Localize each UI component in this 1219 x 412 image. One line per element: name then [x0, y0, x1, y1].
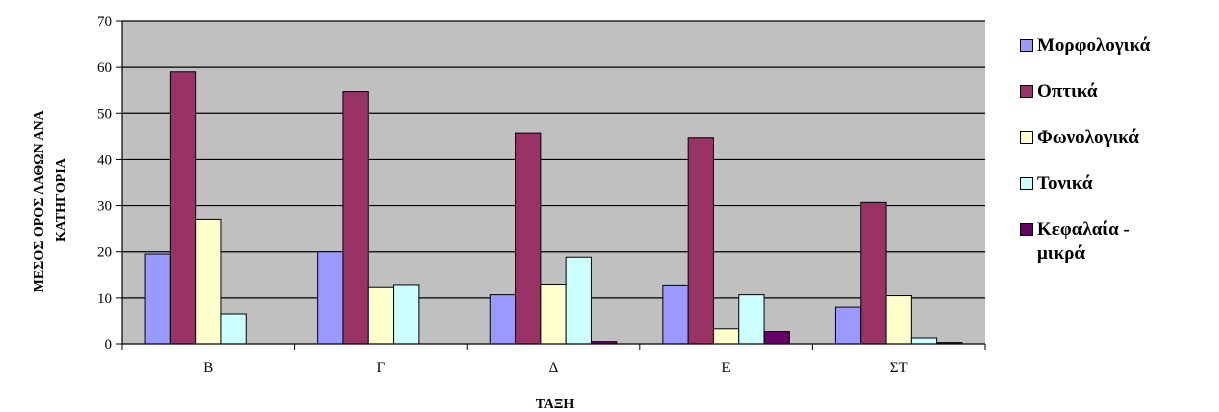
bar — [342, 91, 369, 345]
legend-label: Τονικά — [1037, 173, 1093, 194]
y-axis-title-line-1: ΜΕΣΟΣ ΟΡΟΣ ΛΑΘΩΝ ΑΝΑ — [32, 109, 47, 292]
legend-swatch — [1020, 223, 1033, 236]
bar — [910, 337, 938, 345]
y-tick-label: 10 — [97, 291, 112, 307]
y-axis-title-line-2: ΚΑΤΗΓΟΡΙΑ — [54, 157, 69, 242]
y-tick-label: 50 — [97, 106, 112, 122]
bar — [662, 284, 689, 345]
legend-item: Οπτικά — [1020, 80, 1215, 104]
legend: Μορφολογικά Οπτικά Φωνολογικά Τονικά Κεφαλαί… — [1020, 34, 1215, 266]
legend-item: Τονικά — [1020, 172, 1215, 196]
legend-swatch — [1020, 131, 1033, 144]
axes — [121, 21, 985, 345]
legend-label: Οπτικά — [1037, 81, 1098, 102]
legend-label: Μορφολογικά — [1037, 35, 1151, 56]
legend-item: Φωνολογικά — [1020, 126, 1215, 150]
bar — [317, 251, 344, 345]
bar — [540, 283, 567, 345]
legend-item: Κεφαλαία - μικρά — [1020, 218, 1215, 266]
x-axis-title: ΤΑΞΗ — [536, 397, 575, 412]
gridlines — [122, 20, 985, 299]
bar — [885, 295, 912, 345]
bar — [144, 253, 171, 345]
x-tick-label: Δ — [549, 360, 559, 376]
bar — [367, 286, 395, 345]
legend-swatch — [1020, 85, 1033, 98]
bar — [860, 201, 887, 345]
bar — [834, 306, 862, 345]
legend-swatch — [1020, 39, 1033, 52]
bar — [687, 137, 714, 345]
y-tick-label: 70 — [97, 14, 112, 30]
x-tick-label: Ε — [722, 360, 731, 376]
y-tick-label: 40 — [97, 152, 112, 168]
bar — [489, 294, 517, 345]
bar — [393, 284, 420, 345]
legend-item: Μορφολογικά — [1020, 34, 1215, 58]
bar — [515, 132, 542, 345]
legend-label: Κεφαλαία - μικρά — [1037, 219, 1130, 264]
bar — [169, 71, 197, 345]
y-axis-title: ΜΕΣΟΣ ΟΡΟΣ ΛΑΘΩΝ ΑΝΑ ΚΑΤΗΓΟΡΙΑ — [32, 108, 69, 293]
bar — [220, 313, 247, 345]
y-tick-label: 30 — [97, 199, 112, 215]
y-tick-label: 20 — [97, 245, 112, 261]
y-tick-label: 0 — [105, 337, 113, 353]
legend-swatch — [1020, 177, 1033, 190]
bar — [738, 294, 765, 345]
bar — [565, 256, 592, 345]
bar-chart: 0 10 20 30 40 50 60 70 Β Γ Δ Ε ΣΤ ΤΑΞΗ ΜΕΣΟΣ ΟΡΟΣ Λ… — [32, 14, 986, 412]
x-tick-labels: Β Γ Δ Ε ΣΤ — [121, 344, 986, 376]
bar — [195, 218, 222, 345]
bar — [712, 328, 740, 345]
x-tick-label: Β — [203, 360, 213, 376]
bar — [763, 331, 790, 345]
legend-label: Φωνολογικά — [1037, 127, 1139, 148]
y-tick-labels: 0 10 20 30 40 50 60 70 — [97, 14, 122, 353]
y-tick-label: 60 — [97, 60, 112, 76]
x-tick-label: ΣΤ — [890, 360, 908, 376]
x-tick-label: Γ — [377, 360, 386, 376]
